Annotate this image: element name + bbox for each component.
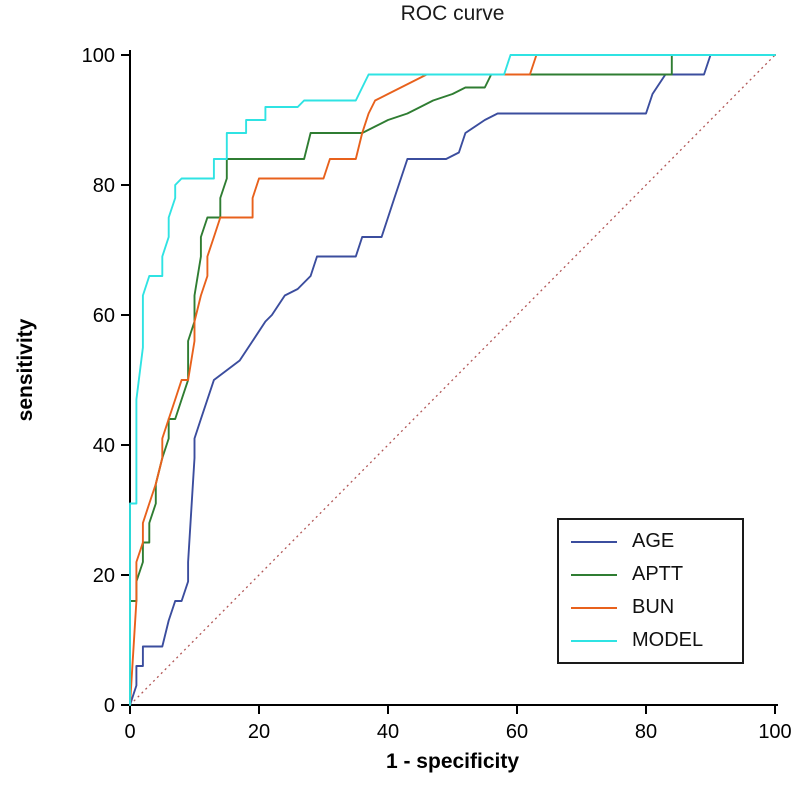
legend-label-bun: BUN bbox=[632, 596, 675, 618]
x-tick-label: 40 bbox=[377, 721, 399, 743]
legend-item-bun: BUN bbox=[559, 592, 742, 624]
legend-item-aptt: APTT bbox=[559, 559, 742, 591]
chart-title: ROC curve bbox=[400, 2, 505, 25]
x-axis-label: 1 - specificity bbox=[385, 750, 520, 773]
y-tick-label: 100 bbox=[82, 45, 115, 67]
x-tick-label: 0 bbox=[124, 721, 135, 743]
x-tick-label: 20 bbox=[248, 721, 270, 743]
legend-swatch-bun bbox=[571, 606, 617, 609]
y-tick-label: 80 bbox=[93, 175, 115, 197]
series-aptt-line bbox=[129, 54, 776, 706]
series-age-line bbox=[129, 54, 776, 706]
legend-swatch-aptt bbox=[571, 573, 617, 576]
x-tick-label: 60 bbox=[506, 721, 528, 743]
y-tick-label: 60 bbox=[93, 305, 115, 327]
reference-line bbox=[129, 54, 776, 706]
legend-label-aptt: APTT bbox=[632, 563, 684, 585]
legend-label-model: MODEL bbox=[632, 629, 704, 651]
y-tick-label: 0 bbox=[104, 695, 115, 717]
legend-swatch-model bbox=[571, 639, 617, 642]
series-model-line bbox=[129, 54, 776, 706]
series-bun-line bbox=[129, 54, 776, 706]
legend-label-age: AGE bbox=[632, 530, 675, 552]
y-tick-label: 40 bbox=[93, 435, 115, 457]
x-tick-label: 80 bbox=[635, 721, 657, 743]
legend: AGE APTT BUN MODEL bbox=[557, 518, 744, 664]
x-tick-label: 100 bbox=[758, 721, 791, 743]
legend-swatch-age bbox=[571, 540, 617, 543]
legend-item-model: MODEL bbox=[559, 625, 742, 657]
y-tick-label: 20 bbox=[93, 565, 115, 587]
legend-item-age: AGE bbox=[559, 526, 742, 558]
